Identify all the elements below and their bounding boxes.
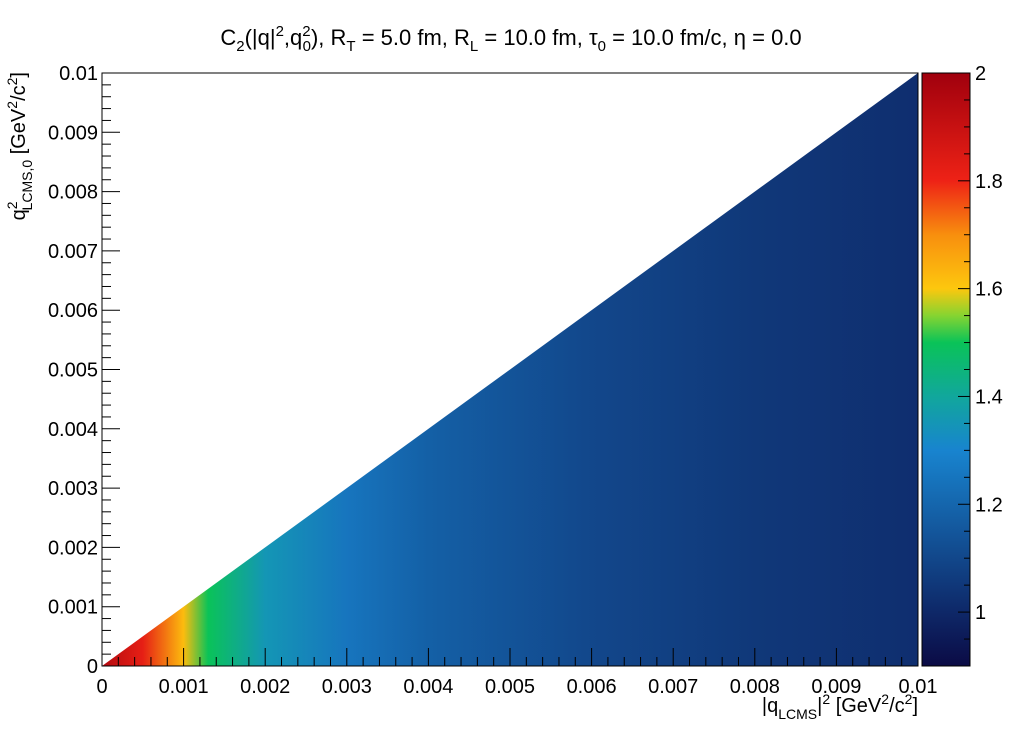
x-tick-label: 0.001 bbox=[159, 676, 209, 698]
y-tick-label: 0.001 bbox=[48, 597, 98, 619]
y-tick-label: 0.008 bbox=[48, 182, 98, 204]
x-axis-title: |qLCMS|2 [GeV2/c2] bbox=[762, 691, 918, 722]
y-tick-label: 0.003 bbox=[48, 478, 98, 500]
x-tick-label: 0.004 bbox=[403, 676, 453, 698]
color-scale-tick-label: 1.2 bbox=[975, 494, 1003, 516]
color-scale-tick-label: 1 bbox=[975, 602, 986, 624]
color-scale-ticks: 1 1.2 1.4 1.6 1.8 2 bbox=[958, 63, 1003, 667]
x-tick-label: 0.005 bbox=[485, 676, 535, 698]
y-tick-label: 0.005 bbox=[48, 360, 98, 382]
y-tick-label: 0.007 bbox=[48, 241, 98, 263]
x-tick-label: 0.006 bbox=[567, 676, 617, 698]
color-scale-tick-label: 1.8 bbox=[975, 171, 1003, 193]
y-tick-label: 0 bbox=[87, 656, 98, 678]
color-scale: 1 1.2 1.4 1.6 1.8 2 bbox=[921, 63, 1003, 667]
x-tick-label: 0 bbox=[96, 676, 107, 698]
y-tick-label: 0.01 bbox=[59, 63, 98, 85]
color-scale-tick-label: 1.6 bbox=[975, 279, 1003, 301]
y-tick-label: 0.006 bbox=[48, 300, 98, 322]
y-tick-label: 0.009 bbox=[48, 122, 98, 144]
y-tick-label: 0.004 bbox=[48, 419, 98, 441]
chart-title: C2(|q|2,q2 0), RT = 5.0 fm, RL = 10.0 fm,… bbox=[220, 23, 801, 55]
x-tick-label: 0.007 bbox=[648, 676, 698, 698]
color-scale-bar bbox=[921, 72, 971, 667]
x-tick-label: 0.003 bbox=[322, 676, 372, 698]
y-tick-label: 0.002 bbox=[48, 537, 98, 559]
x-tick-label: 0.009 bbox=[811, 676, 861, 698]
y-axis: 0 0.001 0.002 0.003 0.004 0.005 0.006 0.007 0.00… bbox=[48, 63, 120, 678]
color-scale-tick-label: 1.4 bbox=[975, 386, 1003, 408]
x-tick-label: 0.002 bbox=[240, 676, 290, 698]
plot-area: 0 0.001 0.002 0.003 0.004 0.005 0.006 0.007 0.00… bbox=[48, 63, 938, 698]
x-tick-label: 0.01 bbox=[899, 676, 938, 698]
heatmap-fill bbox=[102, 73, 918, 666]
x-tick-label: 0.008 bbox=[730, 676, 780, 698]
color-scale-tick-label: 2 bbox=[975, 63, 986, 85]
y-axis-title: q2LCMS,0 [GeV2/c2] bbox=[4, 72, 35, 220]
x-axis: 0 0.001 0.002 0.003 0.004 0.005 0.006 0.007 0.00… bbox=[96, 648, 937, 698]
